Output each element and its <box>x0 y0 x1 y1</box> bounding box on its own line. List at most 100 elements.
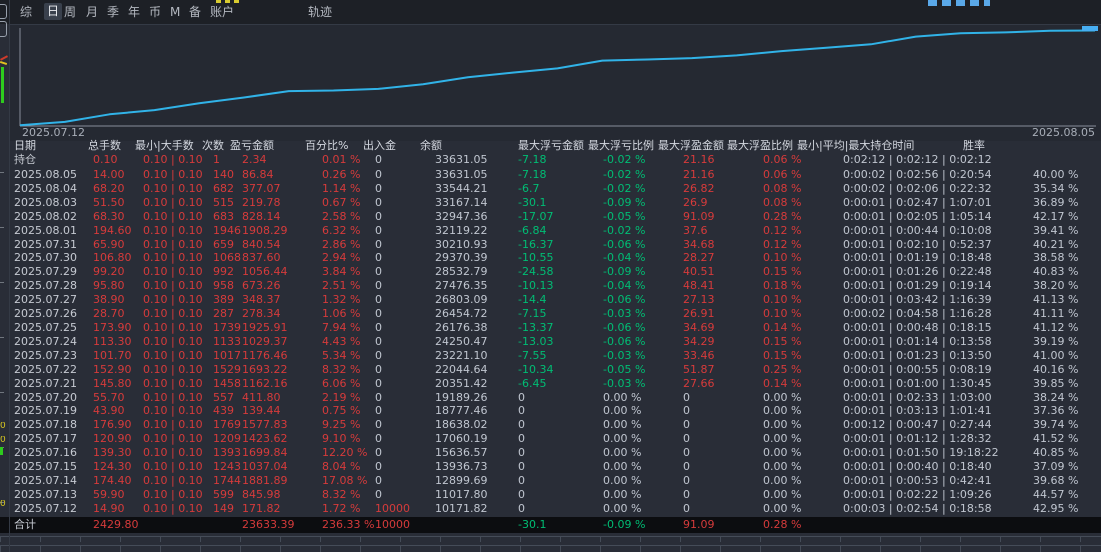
cell-min-max-lots: 0.10 | 0.10 <box>143 487 203 501</box>
table-row[interactable]: 2025.07.28 95.80 0.10 | 0.10 958 673.26 2.51 … <box>0 279 1101 293</box>
cell-balance: 22044.64 <box>435 362 488 376</box>
table-row[interactable]: 2025.07.12 14.90 0.10 | 0.10 149 171.82 1.72 … <box>0 502 1101 516</box>
equity-curve-svg <box>19 28 1096 127</box>
cell-profit: 1423.62 <box>242 432 288 446</box>
menu-item-10[interactable]: 轨迹 <box>308 5 333 19</box>
cell-balance: 29370.39 <box>435 251 488 265</box>
cell-trades: 1769 <box>213 418 241 432</box>
cell-max-float-loss-pct: 0.00 % <box>603 404 642 418</box>
menu-item-7[interactable]: M <box>170 5 181 19</box>
table-row[interactable]: 2025.07.18 176.90 0.10 | 0.10 1769 1577.83 9.… <box>0 418 1101 432</box>
cell-profit: 1577.83 <box>242 418 288 432</box>
cell-deposit: 0 <box>375 181 382 195</box>
cell-percent: 2.94 % <box>322 251 361 265</box>
cell-max-float-profit-pct: 0.10 % <box>763 293 802 307</box>
table-row[interactable]: 2025.07.21 145.80 0.10 | 0.10 1458 1162.16 6.… <box>0 377 1101 391</box>
cell-total-lots: 51.50 <box>93 195 125 209</box>
cell-min-max-lots: 0.10 | 0.10 <box>143 265 203 279</box>
cell-min-max-lots: 0.10 | 0.10 <box>143 279 203 293</box>
menu-item-8[interactable]: 备 <box>189 5 202 19</box>
clipped-text-fragment <box>928 0 990 6</box>
table-row[interactable]: 2025.07.27 38.90 0.10 | 0.10 389 348.37 1.32 … <box>0 293 1101 307</box>
menu-item-9[interactable]: 账户 <box>210 5 235 19</box>
header-date: 日期 <box>14 139 36 152</box>
cell-profit: 828.14 <box>242 209 281 223</box>
cell-max-float-loss-pct: -0.06 % <box>603 320 646 334</box>
cell-deposit: 0 <box>375 223 382 237</box>
cell-min-max-lots: 0.10 | 0.10 <box>143 168 203 181</box>
table-row[interactable]: 2025.07.19 43.90 0.10 | 0.10 439 139.44 0.75 … <box>0 404 1101 418</box>
cell-holding-time: 0:00:01 | 0:01:50 | 19:18:22 <box>843 446 999 460</box>
cell-max-float-loss-pct: -0.02 % <box>603 223 646 237</box>
header-trades: 次数 <box>202 139 224 152</box>
table-row[interactable]: 2025.08.01 194.60 0.10 | 0.10 1946 1908.29 6.… <box>0 224 1101 238</box>
cell-total-lots: 152.90 <box>93 362 132 376</box>
table-total-row[interactable]: 合计 2429.80 23633.39 236.33 % 10000 -30.1 -0.09… <box>0 517 1101 533</box>
cell-balance: 17060.19 <box>435 432 488 446</box>
cell-trades: 1243 <box>213 460 241 474</box>
open-position-row[interactable]: 持仓 0.10 0.10 | 0.10 1 2.34 0.01 % 0 33631.05 -7.… <box>0 153 1101 167</box>
cell-percent: 9.10 % <box>322 432 361 446</box>
cell-max-float-profit-pct: 0.00 % <box>763 487 802 501</box>
menu-item-4[interactable]: 季 <box>107 5 120 19</box>
clipped-mark-fragment <box>0 55 9 61</box>
table-row[interactable]: 2025.08.02 68.30 0.10 | 0.10 683 828.14 2.58 … <box>0 210 1101 224</box>
menu-item-3[interactable]: 月 <box>86 5 99 19</box>
cell-percent: 4.43 % <box>322 334 361 348</box>
cell-profit: 2.34 <box>242 153 267 166</box>
cell-max-float-profit-pct: 0.06 % <box>763 168 802 181</box>
cell-holding-time: 0:00:01 | 0:01:12 | 1:28:32 <box>843 432 992 446</box>
cell-date: 2025.08.01 <box>14 223 77 237</box>
table-row[interactable]: 2025.07.29 99.20 0.10 | 0.10 992 1056.44 3.84… <box>0 265 1101 279</box>
table-row[interactable]: 2025.08.05 14.00 0.10 | 0.10 140 86.84 0.26 %… <box>0 168 1101 182</box>
table-row[interactable]: 2025.07.17 120.90 0.10 | 0.10 1209 1423.62 9.… <box>0 432 1101 446</box>
bottom-scrollbar[interactable] <box>0 545 1101 552</box>
table-row[interactable]: 2025.07.20 55.70 0.10 | 0.10 557 411.80 2.19 … <box>0 391 1101 405</box>
table-row[interactable]: 2025.07.22 152.90 0.10 | 0.10 1529 1693.22 8.… <box>0 363 1101 377</box>
table-row[interactable]: 2025.07.31 65.90 0.10 | 0.10 659 840.54 2.86 … <box>0 238 1101 252</box>
cell-total-lots: 59.90 <box>93 487 125 501</box>
table-row[interactable]: 2025.07.25 173.90 0.10 | 0.10 1739 1925.91 7.… <box>0 321 1101 335</box>
cell-min-max-lots: 0.10 | 0.10 <box>143 251 203 265</box>
menu-item-1[interactable]: 日 <box>44 3 63 20</box>
cell-trades: 1529 <box>213 362 241 376</box>
cell-deposit: 0 <box>375 348 382 362</box>
cell-profit: 673.26 <box>242 279 281 293</box>
table-row[interactable]: 2025.07.15 124.30 0.10 | 0.10 1243 1037.04 8.… <box>0 460 1101 474</box>
cell-holding-time: 0:00:01 | 0:01:26 | 0:22:48 <box>843 265 992 279</box>
cell-max-float-loss: -6.45 <box>518 376 547 390</box>
menu-item-0[interactable]: 综 <box>20 5 33 19</box>
cell-date: 2025.07.29 <box>14 265 77 279</box>
table-row[interactable]: 2025.07.13 59.90 0.10 | 0.10 599 845.98 8.32 … <box>0 488 1101 502</box>
table-row[interactable]: 2025.07.14 174.40 0.10 | 0.10 1744 1881.89 17… <box>0 474 1101 488</box>
cell-deposit: 0 <box>375 320 382 334</box>
table-row[interactable]: 2025.08.03 51.50 0.10 | 0.10 515 219.78 0.67 … <box>0 196 1101 210</box>
cell-profit: 411.80 <box>242 390 281 404</box>
cell-balance: 18638.02 <box>435 418 488 432</box>
menu-item-5[interactable]: 年 <box>128 5 141 19</box>
table-row[interactable]: 2025.07.26 28.70 0.10 | 0.10 287 278.34 1.06 … <box>0 307 1101 321</box>
cell-holding-time: 0:00:01 | 0:00:55 | 0:08:19 <box>843 362 992 376</box>
clipped-text-fragment: 0 <box>0 422 6 431</box>
cell-max-float-loss: -10.55 <box>518 251 554 265</box>
cell-win-rate: 41.12 % <box>1033 320 1079 334</box>
table-row[interactable]: 2025.07.24 113.30 0.10 | 0.10 1133 1029.37 4.… <box>0 335 1101 349</box>
cell-percent: 12.20 % <box>322 446 368 460</box>
table-row[interactable]: 2025.08.04 68.20 0.10 | 0.10 682 377.07 1.14 … <box>0 182 1101 196</box>
bottom-time-ruler[interactable] <box>0 536 1101 542</box>
cell-holding-time: 0:00:01 | 0:01:00 | 1:30:45 <box>843 376 992 390</box>
table-row[interactable]: 2025.07.30 106.80 0.10 | 0.10 1068 837.60 2.9… <box>0 251 1101 265</box>
cell-max-float-loss: 0 <box>518 446 525 460</box>
menu-item-6[interactable]: 币 <box>149 5 162 19</box>
cell-max-float-profit-pct: 0.10 % <box>763 251 802 265</box>
table-row[interactable]: 2025.07.23 101.70 0.10 | 0.10 1017 1176.46 5.… <box>0 349 1101 363</box>
menu-item-2[interactable]: 周 <box>64 5 77 19</box>
cell-max-float-profit: 26.9 <box>683 195 708 209</box>
header-holding-time: 最小|平均|最大持仓时间 <box>797 139 915 152</box>
cell-total-lots: 43.90 <box>93 404 125 418</box>
table-row[interactable]: 2025.07.16 139.30 0.10 | 0.10 1393 1699.84 12… <box>0 446 1101 460</box>
cell-date: 2025.07.14 <box>14 473 77 487</box>
cell-max-float-profit-pct: 0.00 % <box>763 390 802 404</box>
cell-percent: 2.86 % <box>322 237 361 251</box>
cell-max-float-loss-pct: 0.00 % <box>603 460 642 474</box>
